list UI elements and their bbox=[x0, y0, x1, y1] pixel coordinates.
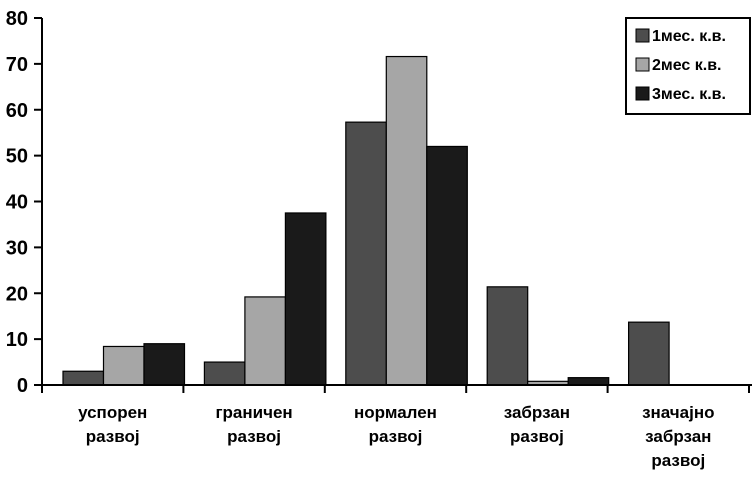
bar bbox=[244, 296, 286, 386]
bar bbox=[486, 286, 529, 386]
x-tick-label: успорен развој bbox=[78, 403, 147, 446]
legend-label: 1мес. к.в. bbox=[652, 28, 726, 45]
bar bbox=[143, 343, 186, 386]
y-tick-label: 0 bbox=[17, 375, 28, 397]
x-tick-label-line: граничен bbox=[215, 403, 292, 422]
legend: 1мес. к.в. 2мес к.в. 3мес. к.в. bbox=[625, 17, 751, 115]
legend-swatch bbox=[635, 86, 650, 101]
x-tick-label: значајно забрзан развој bbox=[642, 403, 714, 470]
x-axis-ticks: успорен развој граничен развој нормален разво… bbox=[41, 385, 750, 470]
x-tick-label-line: развој bbox=[510, 427, 564, 446]
y-tick-label: 80 bbox=[6, 8, 28, 30]
x-tick-label-line: развој bbox=[369, 427, 423, 446]
x-tick-label: граничен развој bbox=[215, 403, 292, 446]
x-tick-label-line: развој bbox=[227, 427, 281, 446]
bar bbox=[627, 321, 670, 386]
x-tick-label-line: забрзан bbox=[645, 427, 711, 446]
y-tick-label: 40 bbox=[6, 192, 28, 214]
x-tick-label-line: развој bbox=[86, 427, 140, 446]
y-tick-label: 50 bbox=[6, 146, 28, 168]
y-tick-label: 60 bbox=[6, 100, 28, 122]
bar bbox=[203, 361, 246, 386]
bar bbox=[62, 370, 105, 386]
x-tick-label-line: развој bbox=[651, 451, 705, 470]
bar bbox=[567, 377, 610, 386]
legend-swatch bbox=[635, 57, 650, 72]
bar bbox=[102, 345, 145, 386]
bars-group bbox=[62, 55, 670, 386]
y-tick-label: 10 bbox=[6, 329, 28, 351]
bar bbox=[385, 55, 428, 386]
x-tick-label-line: успорен bbox=[78, 403, 147, 422]
bar bbox=[426, 145, 468, 386]
legend-swatch bbox=[635, 28, 650, 43]
x-tick-label-line: значајно bbox=[642, 403, 714, 422]
bar bbox=[284, 212, 327, 386]
y-tick-label: 70 bbox=[6, 54, 28, 76]
x-tick-label-line: забрзан bbox=[504, 403, 570, 422]
y-tick-label: 20 bbox=[6, 283, 28, 305]
legend-label: 2мес к.в. bbox=[652, 57, 722, 74]
x-tick-label-line: нормален bbox=[354, 403, 437, 422]
y-axis-ticks: 0 10 20 30 40 50 60 70 80 bbox=[6, 8, 42, 397]
x-tick-label: забрзан развој bbox=[504, 403, 570, 446]
y-tick-label: 30 bbox=[6, 237, 28, 259]
legend-label: 3мес. к.в. bbox=[652, 86, 726, 103]
x-tick-label: нормален развој bbox=[354, 403, 437, 446]
bar bbox=[345, 121, 387, 386]
